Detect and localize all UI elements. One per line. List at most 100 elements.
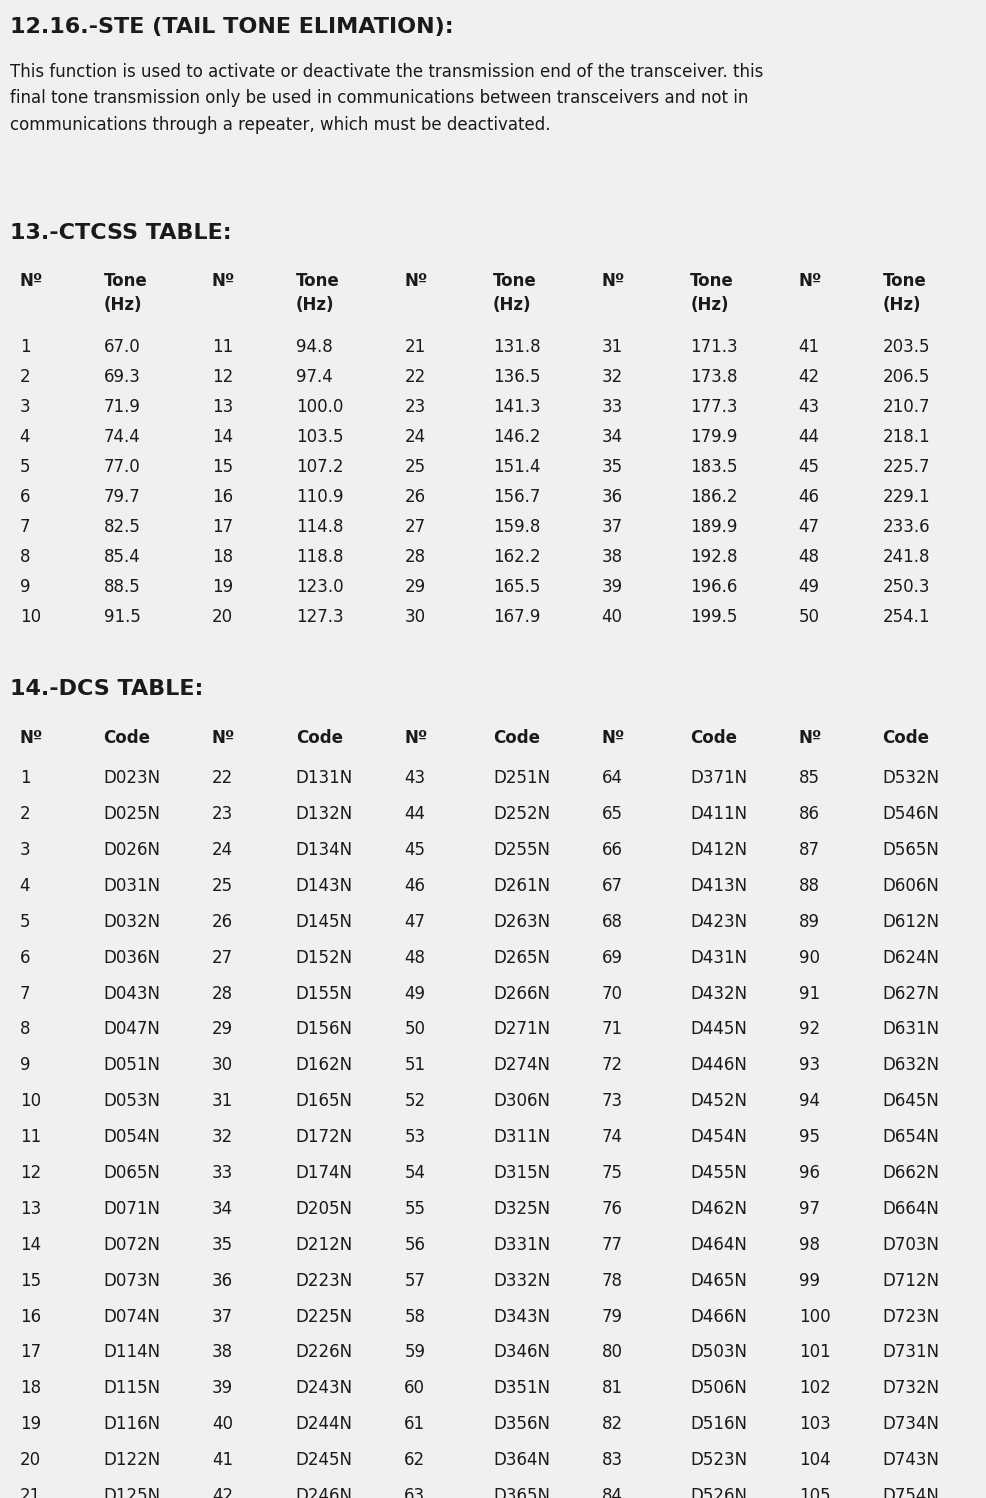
Text: D703N: D703N	[882, 1236, 940, 1254]
Text: D351N: D351N	[493, 1380, 550, 1398]
Text: D662N: D662N	[882, 1164, 940, 1182]
Text: D165N: D165N	[296, 1092, 353, 1110]
Text: 19: 19	[212, 578, 233, 596]
Text: 36: 36	[212, 1272, 233, 1290]
Text: 58: 58	[404, 1308, 425, 1326]
Text: D306N: D306N	[493, 1092, 550, 1110]
Text: D074N: D074N	[104, 1308, 161, 1326]
Text: 118.8: 118.8	[296, 548, 343, 566]
Text: 103.5: 103.5	[296, 428, 343, 446]
Text: Code: Code	[882, 730, 930, 748]
Text: 5: 5	[20, 458, 31, 476]
Text: D411N: D411N	[690, 804, 747, 822]
Text: D734N: D734N	[882, 1416, 940, 1434]
Text: D356N: D356N	[493, 1416, 550, 1434]
Text: 7: 7	[20, 518, 31, 536]
Text: D462N: D462N	[690, 1200, 747, 1218]
Text: D134N: D134N	[296, 840, 353, 858]
Text: Tone: Tone	[493, 271, 536, 289]
Text: D464N: D464N	[690, 1236, 747, 1254]
Text: (Hz): (Hz)	[882, 295, 921, 315]
Text: 3: 3	[20, 397, 31, 416]
Text: D632N: D632N	[882, 1056, 940, 1074]
Text: 44: 44	[404, 804, 425, 822]
Text: 43: 43	[404, 768, 425, 788]
Text: 39: 39	[601, 578, 622, 596]
Text: D311N: D311N	[493, 1128, 550, 1146]
Text: 35: 35	[601, 458, 622, 476]
Text: 75: 75	[601, 1164, 622, 1182]
Text: Code: Code	[690, 730, 738, 748]
Text: D131N: D131N	[296, 768, 353, 788]
Text: 86: 86	[799, 804, 819, 822]
Text: 70: 70	[601, 984, 622, 1002]
Text: 18: 18	[212, 548, 233, 566]
Text: 32: 32	[212, 1128, 234, 1146]
Text: D654N: D654N	[882, 1128, 940, 1146]
Text: 167.9: 167.9	[493, 608, 540, 626]
Text: 17: 17	[20, 1344, 40, 1362]
Text: D225N: D225N	[296, 1308, 353, 1326]
Text: D152N: D152N	[296, 948, 353, 966]
Text: 42: 42	[212, 1488, 233, 1498]
Text: 98: 98	[799, 1236, 819, 1254]
Text: Nº: Nº	[404, 271, 428, 289]
Text: D503N: D503N	[690, 1344, 747, 1362]
Text: 36: 36	[601, 488, 622, 506]
Text: 177.3: 177.3	[690, 397, 738, 416]
Text: 67.0: 67.0	[104, 337, 140, 355]
Text: D145N: D145N	[296, 912, 353, 930]
Text: Code: Code	[493, 730, 540, 748]
Text: 26: 26	[212, 912, 233, 930]
Text: D325N: D325N	[493, 1200, 550, 1218]
Text: 12: 12	[212, 367, 234, 385]
Text: 31: 31	[212, 1092, 234, 1110]
Text: 79.7: 79.7	[104, 488, 140, 506]
Text: D051N: D051N	[104, 1056, 161, 1074]
Text: 206.5: 206.5	[882, 367, 930, 385]
Text: 3: 3	[20, 840, 31, 858]
Text: D754N: D754N	[882, 1488, 940, 1498]
Text: D423N: D423N	[690, 912, 747, 930]
Text: D263N: D263N	[493, 912, 550, 930]
Text: 131.8: 131.8	[493, 337, 540, 355]
Text: 16: 16	[212, 488, 233, 506]
Text: Tone: Tone	[296, 271, 339, 289]
Text: 7: 7	[20, 984, 31, 1002]
Text: 69: 69	[601, 948, 622, 966]
Text: 97.4: 97.4	[296, 367, 332, 385]
Text: D125N: D125N	[104, 1488, 161, 1498]
Text: 233.6: 233.6	[882, 518, 930, 536]
Text: 77.0: 77.0	[104, 458, 140, 476]
Text: D223N: D223N	[296, 1272, 353, 1290]
Text: 81: 81	[601, 1380, 622, 1398]
Text: 35: 35	[212, 1236, 233, 1254]
Text: 63: 63	[404, 1488, 425, 1498]
Text: 102: 102	[799, 1380, 830, 1398]
Text: 20: 20	[20, 1452, 40, 1470]
Text: 1: 1	[20, 337, 31, 355]
Text: 13: 13	[20, 1200, 41, 1218]
Text: D454N: D454N	[690, 1128, 747, 1146]
Text: 203.5: 203.5	[882, 337, 930, 355]
Text: 30: 30	[212, 1056, 233, 1074]
Text: Nº: Nº	[601, 271, 625, 289]
Text: D243N: D243N	[296, 1380, 353, 1398]
Text: 43: 43	[799, 397, 819, 416]
Text: D226N: D226N	[296, 1344, 353, 1362]
Text: 37: 37	[212, 1308, 233, 1326]
Text: 210.7: 210.7	[882, 397, 930, 416]
Text: 47: 47	[404, 912, 425, 930]
Text: D122N: D122N	[104, 1452, 161, 1470]
Text: Nº: Nº	[20, 730, 43, 748]
Text: 74: 74	[601, 1128, 622, 1146]
Text: 92: 92	[799, 1020, 819, 1038]
Text: 40: 40	[601, 608, 622, 626]
Text: 88: 88	[799, 876, 819, 894]
Text: 151.4: 151.4	[493, 458, 540, 476]
Text: 88.5: 88.5	[104, 578, 140, 596]
Text: D043N: D043N	[104, 984, 161, 1002]
Text: D664N: D664N	[882, 1200, 940, 1218]
Text: 46: 46	[799, 488, 819, 506]
Text: D364N: D364N	[493, 1452, 550, 1470]
